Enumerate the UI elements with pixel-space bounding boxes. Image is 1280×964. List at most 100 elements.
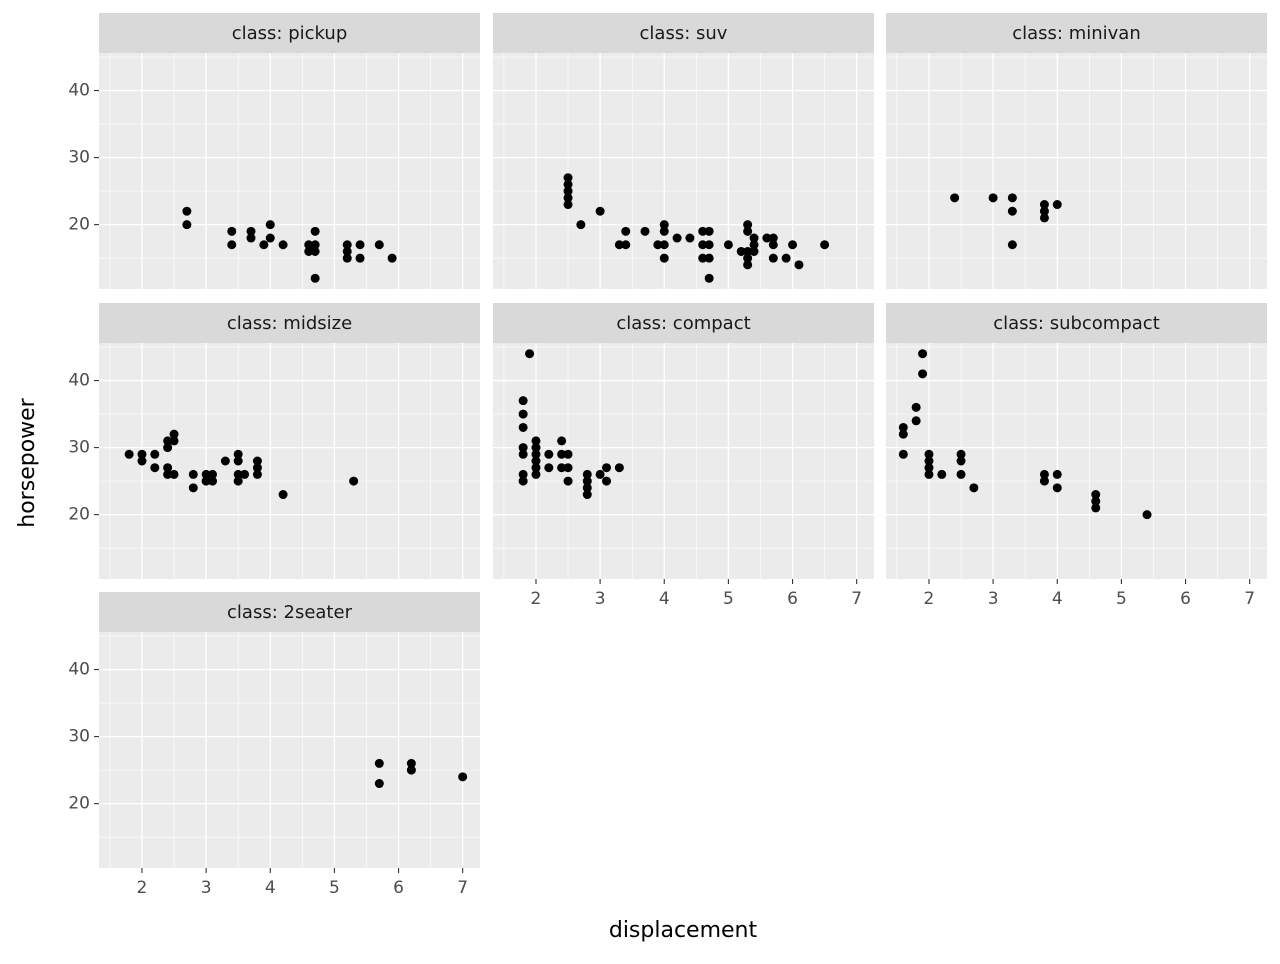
point <box>749 240 759 250</box>
point <box>698 253 708 263</box>
x-tick-label: 5 <box>1116 589 1127 609</box>
strip-label: class: subcompact <box>993 313 1160 334</box>
point <box>1142 510 1152 520</box>
point <box>374 779 384 789</box>
point <box>342 253 352 263</box>
point <box>374 758 384 768</box>
point <box>531 449 541 459</box>
x-tick-label: 6 <box>1180 589 1191 609</box>
point <box>557 436 567 446</box>
x-tick-label: 2 <box>531 589 542 609</box>
y-tick-label: 30 <box>68 438 90 458</box>
x-tick-label: 2 <box>924 589 935 609</box>
point <box>163 436 173 446</box>
point <box>227 240 237 250</box>
point <box>1007 193 1017 203</box>
strip-label: class: midsize <box>227 313 352 334</box>
point <box>595 469 605 479</box>
point <box>557 463 567 473</box>
point <box>659 220 669 230</box>
point <box>374 240 384 250</box>
point <box>743 226 753 236</box>
point <box>163 469 173 479</box>
point <box>768 233 778 243</box>
strip-label: class: pickup <box>232 23 348 44</box>
point <box>762 233 772 243</box>
point <box>704 240 714 250</box>
point <box>563 200 573 210</box>
x-tick-label: 4 <box>265 878 276 898</box>
x-tick-label: 6 <box>787 589 798 609</box>
point <box>1039 206 1049 216</box>
point <box>956 469 966 479</box>
point <box>969 483 979 493</box>
point <box>169 429 179 439</box>
point <box>201 476 211 486</box>
strip-label: class: compact <box>616 313 750 334</box>
point <box>898 429 908 439</box>
point <box>781 253 791 263</box>
point <box>924 469 934 479</box>
y-tick-label: 30 <box>68 727 90 747</box>
point <box>736 246 746 256</box>
point <box>201 469 211 479</box>
point <box>582 483 592 493</box>
strip <box>99 13 480 53</box>
point <box>531 469 541 479</box>
x-tick-label: 7 <box>457 878 468 898</box>
point <box>794 260 804 270</box>
point <box>310 226 320 236</box>
point <box>595 206 605 216</box>
point <box>349 476 359 486</box>
point <box>310 273 320 283</box>
panel <box>99 53 480 289</box>
point <box>278 240 288 250</box>
point <box>956 456 966 466</box>
strip <box>99 303 480 343</box>
point <box>563 463 573 473</box>
point <box>169 469 179 479</box>
point <box>659 226 669 236</box>
x-axis-label: displacement <box>609 918 758 943</box>
x-tick-label: 7 <box>851 589 862 609</box>
point <box>406 758 416 768</box>
y-tick-label: 20 <box>68 505 90 525</box>
point <box>310 246 320 256</box>
point <box>163 443 173 453</box>
point <box>220 456 230 466</box>
strip-label: class: minivan <box>1012 23 1141 44</box>
point <box>698 226 708 236</box>
point <box>163 463 173 473</box>
point <box>259 240 269 250</box>
panel <box>99 632 480 868</box>
point <box>518 469 528 479</box>
point <box>310 240 320 250</box>
point <box>518 409 528 419</box>
point <box>563 476 573 486</box>
point <box>518 422 528 432</box>
point <box>723 240 733 250</box>
point <box>743 220 753 230</box>
point <box>640 226 650 236</box>
point <box>918 369 928 379</box>
point <box>355 240 365 250</box>
point <box>924 456 934 466</box>
point <box>749 233 759 243</box>
point <box>150 463 160 473</box>
point <box>518 443 528 453</box>
point <box>768 240 778 250</box>
strip <box>99 592 480 632</box>
point <box>531 436 541 446</box>
panel <box>886 343 1267 579</box>
point <box>1091 503 1101 513</box>
point <box>233 456 243 466</box>
y-tick-label: 30 <box>68 148 90 168</box>
point <box>233 469 243 479</box>
point <box>387 253 397 263</box>
panel <box>99 343 480 579</box>
y-tick-label: 40 <box>68 371 90 391</box>
panel <box>886 53 1267 289</box>
panel <box>493 343 874 579</box>
point <box>659 240 669 250</box>
point <box>265 220 275 230</box>
